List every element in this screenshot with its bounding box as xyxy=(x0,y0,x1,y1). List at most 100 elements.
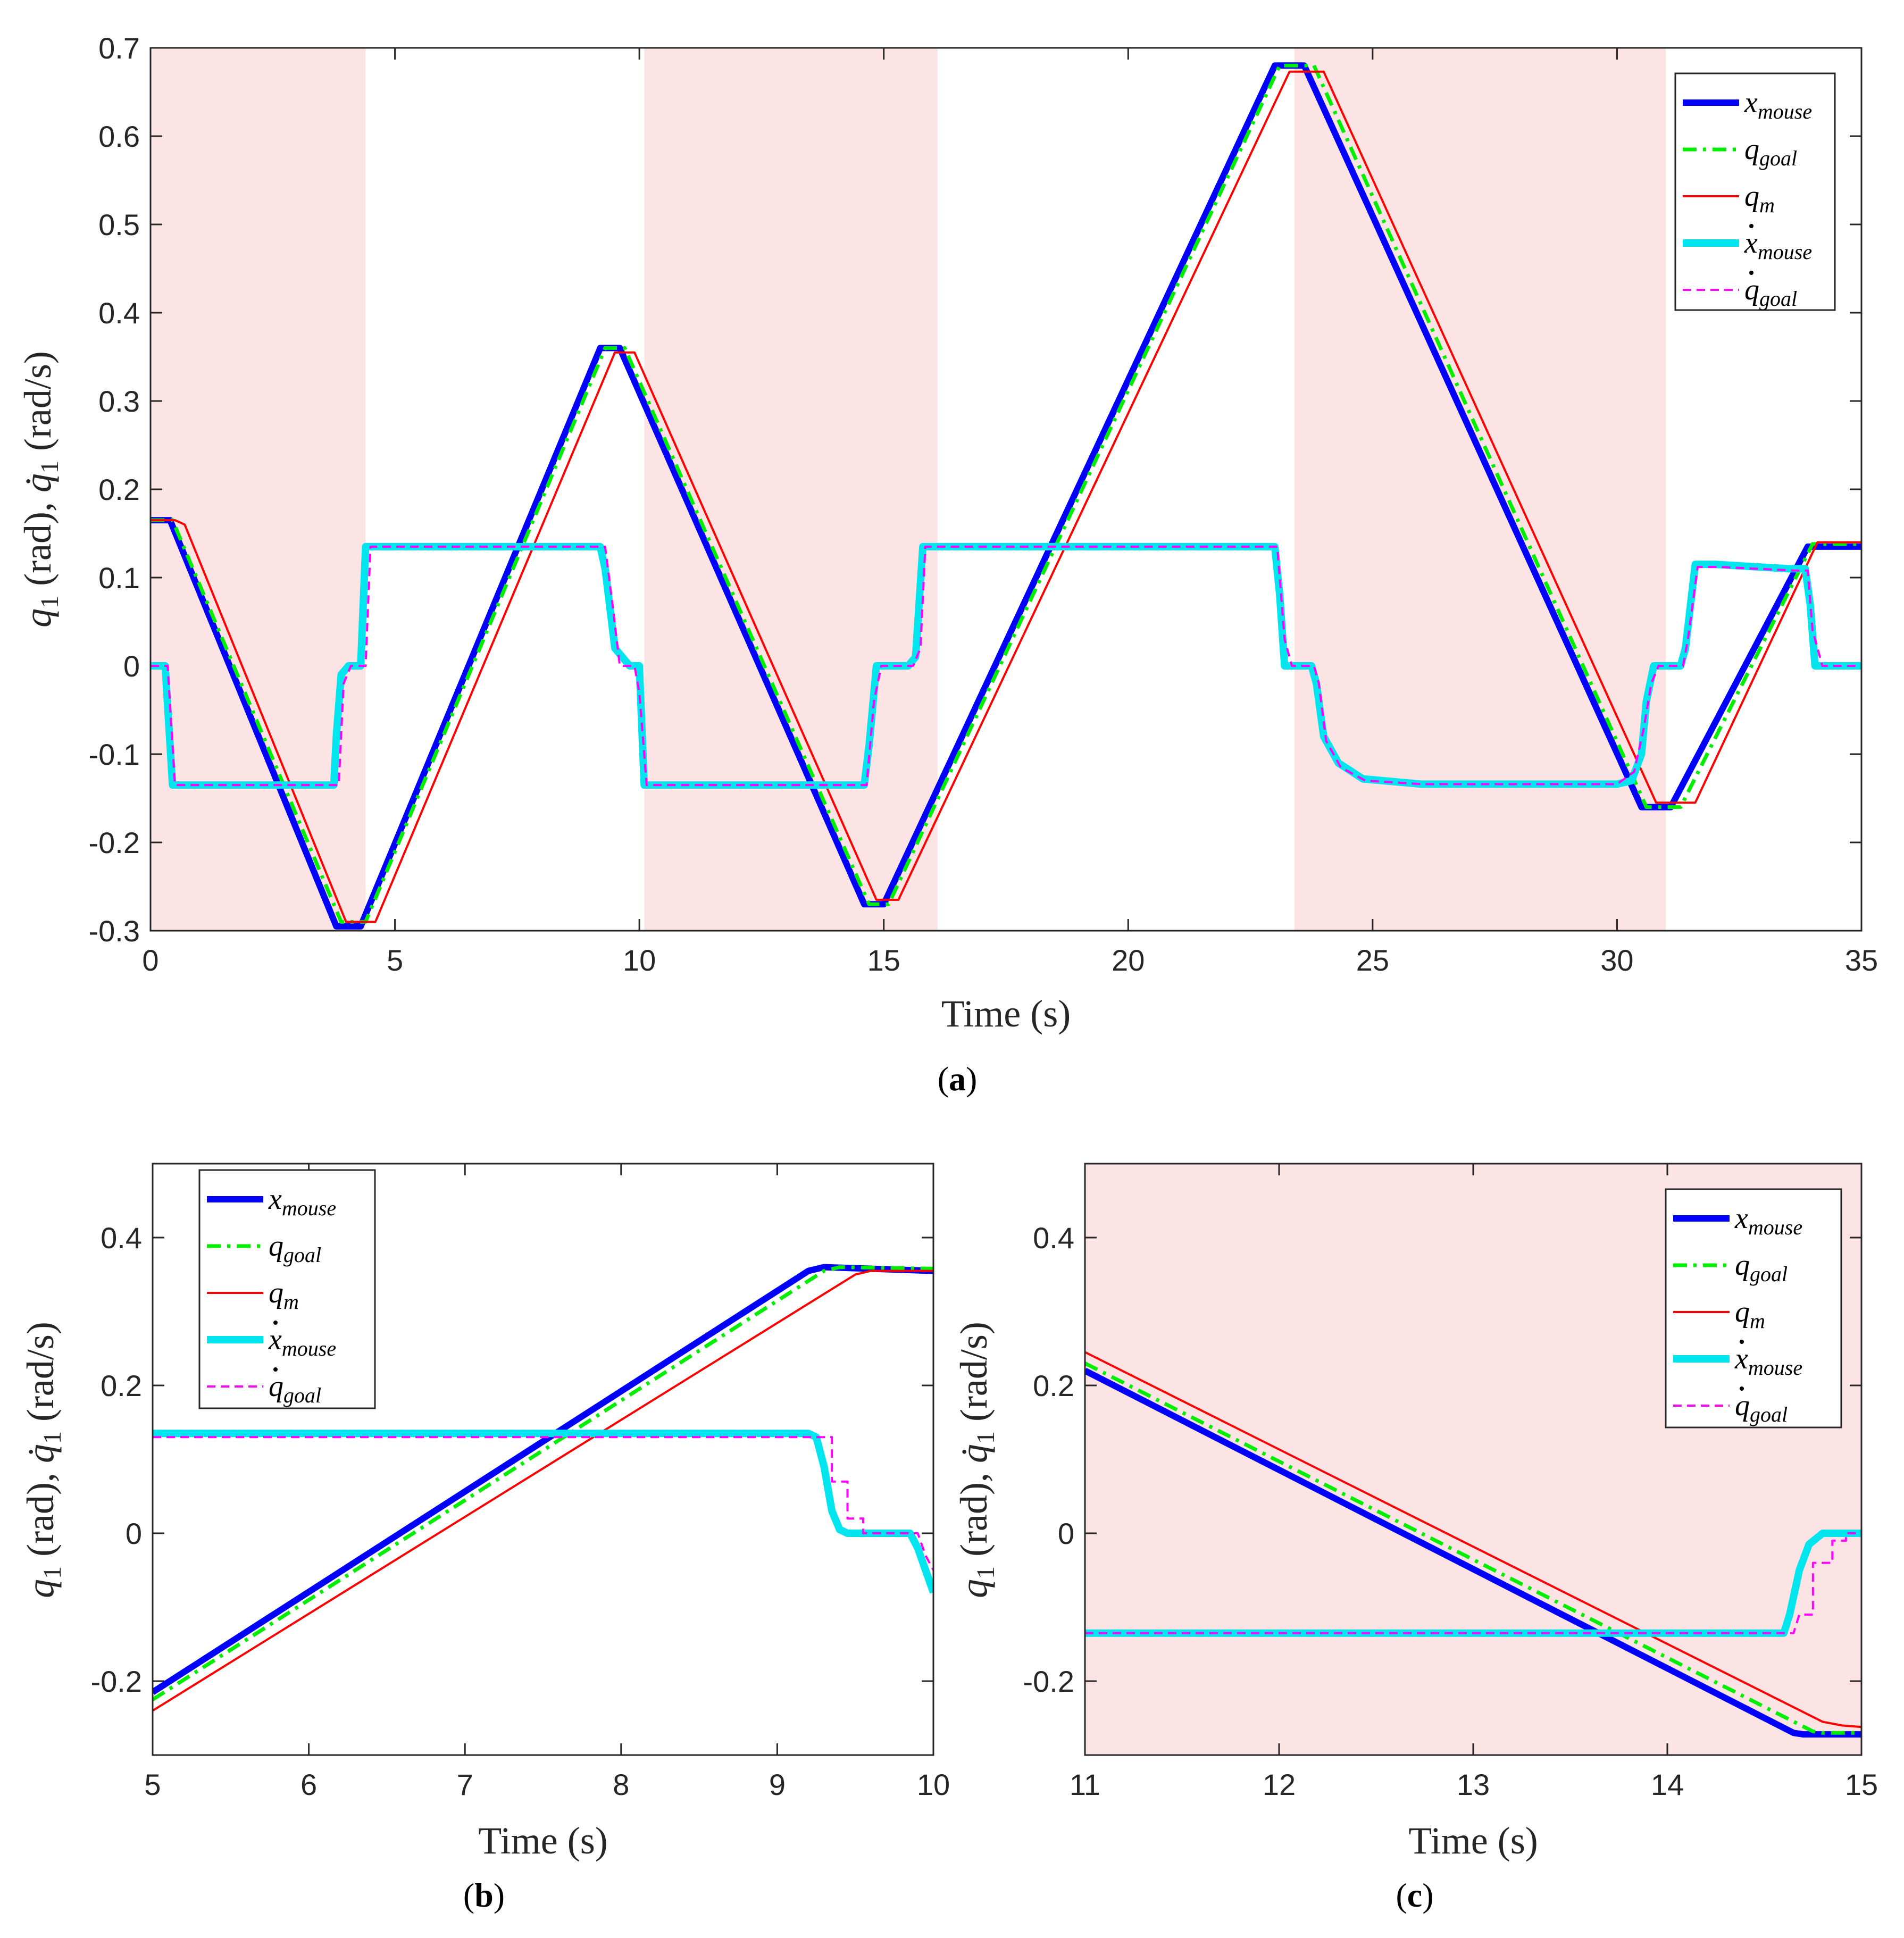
x-tick-label: 5 xyxy=(144,1768,161,1801)
axes-box xyxy=(1084,1163,1863,1756)
caption-paren: ) xyxy=(1422,1876,1433,1914)
legend-derivative-dot xyxy=(273,1367,278,1372)
legend-symbol: q xyxy=(1735,1249,1750,1282)
caption-paren: ) xyxy=(494,1876,505,1914)
chart-panel-b: 5 6 7 8 9 10-0.200.20.4xmouseqgoalqmxmouseqgo… xyxy=(19,1163,950,1914)
y-label-part: 1 xyxy=(972,1566,1000,1579)
chart-panel-a: 0 5 10 15 20 25 30 35 -0.3 -0.2 -0.1 0 0.1 0.2 0.3 0.4 0… xyxy=(16,31,1878,1098)
legend-symbol: x xyxy=(1744,227,1758,260)
chart-panel-c: 11 12 13 14 15-0.200.20.4xmouseqgoalqmxmouse… xyxy=(953,1163,1878,1914)
y-tick-label: 0 xyxy=(123,649,140,683)
y-label-part: q xyxy=(19,1579,62,1598)
caption-paren: ) xyxy=(966,1060,977,1098)
legend-symbol: x xyxy=(268,1323,282,1356)
legend-label-q_goal: qgoal xyxy=(269,1230,321,1267)
axes-box xyxy=(149,47,1863,932)
y-tick-label: -0.2 xyxy=(1023,1665,1075,1698)
y-label-part: (rad), xyxy=(19,1463,62,1566)
legend-label-qdot_goal: qgoal xyxy=(1735,1389,1788,1426)
series-line-q_goal xyxy=(1085,1361,1861,1735)
x-tick-label: 13 xyxy=(1457,1768,1490,1801)
y-label-part: (rad/s) xyxy=(953,1322,995,1431)
y-tick-label: 0 xyxy=(1058,1517,1074,1550)
legend-derivative-dot xyxy=(1740,1340,1744,1344)
legend-subscript: goal xyxy=(1759,287,1797,311)
legend-subscript: mouse xyxy=(1758,240,1812,264)
y-label-part: 1 xyxy=(972,1431,1000,1444)
series-line-q_m xyxy=(151,70,1861,923)
legend-symbol: q xyxy=(1735,1296,1750,1329)
y-label-part: (rad/s) xyxy=(19,1322,62,1431)
legend-label-q_m: qm xyxy=(1735,1296,1765,1333)
caption-paren: ( xyxy=(463,1876,474,1914)
y-label-part: 1 xyxy=(38,1566,66,1579)
legend-symbol: x xyxy=(1734,1202,1748,1235)
x-tick-label: 15 xyxy=(867,943,900,977)
legend-label-q_goal: qgoal xyxy=(1735,1249,1788,1286)
x-tick-label: 0 xyxy=(142,943,158,977)
x-tick-label: 25 xyxy=(1356,943,1389,977)
y-tick-label: 0.7 xyxy=(98,31,140,65)
legend-subscript: mouse xyxy=(1748,1356,1802,1380)
series-line-xdot_mouse xyxy=(151,542,1861,789)
legend-symbol: x xyxy=(1734,1342,1748,1375)
x-tick-label: 10 xyxy=(917,1768,950,1801)
x-axis-label: Time (s) xyxy=(478,1819,607,1862)
x-tick-label: 5 xyxy=(387,943,403,977)
y-axis-label: q1 (rad), q̇1 (rad/s) xyxy=(953,1322,1000,1598)
panel-caption: (c) xyxy=(1396,1876,1433,1914)
legend-subscript: mouse xyxy=(1748,1215,1802,1239)
series-line-q_goal xyxy=(151,63,1861,924)
y-label-part: 1 xyxy=(38,1431,66,1444)
x-tick-label: 14 xyxy=(1651,1768,1684,1801)
y-tick-label: 0.2 xyxy=(101,1369,142,1402)
legend-symbol: q xyxy=(1744,133,1759,166)
y-label-part: (rad/s) xyxy=(16,351,59,461)
shaded-region xyxy=(151,48,366,931)
y-tick-label: 0.4 xyxy=(101,1221,142,1255)
y-tick-label: 0.1 xyxy=(98,561,140,595)
y-tick-label: -0.1 xyxy=(89,738,140,771)
legend-box xyxy=(198,1169,376,1409)
y-tick-label: -0.3 xyxy=(89,914,140,948)
panel-caption: (a) xyxy=(938,1060,978,1098)
y-label-part: q̇ xyxy=(16,473,59,492)
y-label-part: (rad), xyxy=(16,492,59,596)
x-tick-label: 10 xyxy=(623,943,656,977)
y-tick-label: 0.4 xyxy=(98,296,140,330)
series-line-q_goal xyxy=(153,1265,933,1701)
legend-symbol: q xyxy=(269,1276,283,1309)
series-line-qdot_goal xyxy=(153,1436,933,1571)
series-group xyxy=(1085,1351,1861,1738)
y-tick-label: 0.4 xyxy=(1033,1221,1074,1255)
legend-label-q_m: qm xyxy=(269,1276,299,1314)
series-line-x_mouse xyxy=(153,1264,933,1695)
x-axis-label: Time (s) xyxy=(1408,1819,1538,1862)
legend-label-xdot_mouse: xmouse xyxy=(1744,227,1812,264)
legend-label-x_mouse: xmouse xyxy=(268,1183,336,1220)
y-tick-label: -0.2 xyxy=(91,1665,143,1698)
legend-box xyxy=(1674,72,1836,311)
y-label-part: q xyxy=(953,1579,995,1598)
legend-symbol: q xyxy=(1744,180,1759,213)
x-tick-label: 12 xyxy=(1263,1768,1296,1801)
legend-label-q_goal: qgoal xyxy=(1744,133,1797,170)
shaded-region xyxy=(1294,48,1666,931)
y-tick-label: -0.2 xyxy=(89,826,140,859)
caption-paren: ( xyxy=(938,1060,949,1098)
legend-label-xdot_mouse: xmouse xyxy=(268,1323,336,1360)
series-line-q_m xyxy=(153,1269,933,1712)
y-tick-label: 0.2 xyxy=(98,473,140,506)
series-line-q_m xyxy=(1085,1351,1861,1728)
legend-label-x_mouse: xmouse xyxy=(1734,1202,1802,1239)
shaded-region xyxy=(644,48,938,931)
x-tick-label: 9 xyxy=(769,1768,786,1801)
series-line-xdot_mouse xyxy=(153,1430,933,1594)
legend-derivative-dot xyxy=(1740,1386,1744,1391)
y-label-part: 1 xyxy=(36,596,64,608)
legend-label-x_mouse: xmouse xyxy=(1744,86,1812,123)
series-line-qdot_goal xyxy=(151,545,1861,787)
